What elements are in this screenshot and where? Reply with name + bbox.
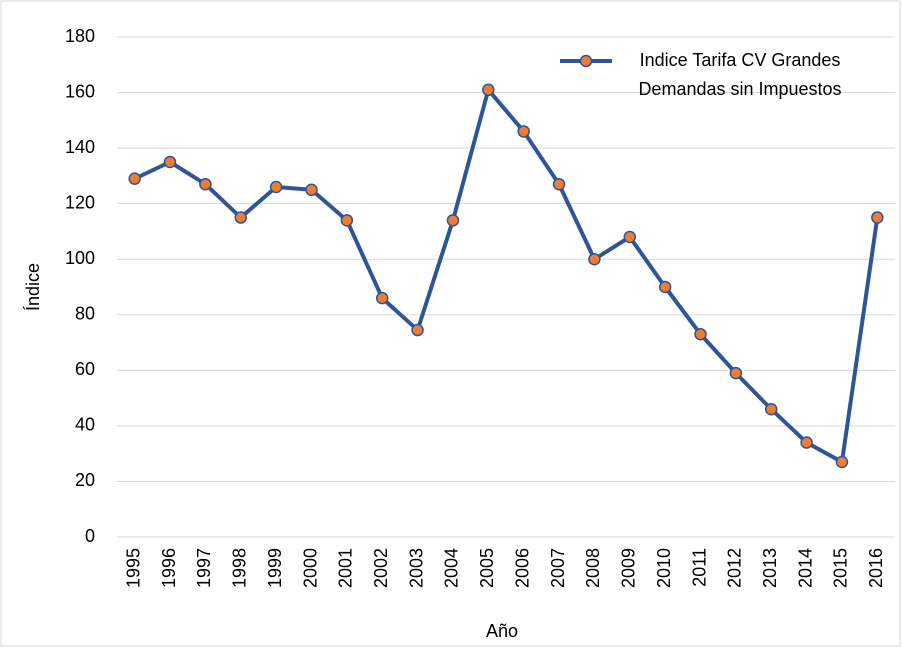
y-tick-label: 100 <box>65 248 95 268</box>
data-point <box>375 291 389 305</box>
x-tick-label: 2014 <box>795 548 815 588</box>
data-point <box>199 177 212 191</box>
y-tick-label: 140 <box>65 137 95 157</box>
x-axis-title: Año <box>486 621 518 641</box>
data-point <box>482 83 495 97</box>
x-tick-label: 1999 <box>265 548 285 588</box>
series-line <box>133 87 880 464</box>
data-point <box>729 366 743 380</box>
data-point <box>234 211 248 224</box>
x-tick-label: 2008 <box>583 548 603 588</box>
y-tick-label: 120 <box>65 192 95 212</box>
y-tick-label: 60 <box>75 359 95 379</box>
data-point <box>623 230 637 244</box>
data-point <box>305 183 318 197</box>
y-tick-label: 20 <box>75 470 95 490</box>
x-tick-label: 2010 <box>654 548 674 588</box>
data-point <box>163 155 177 169</box>
x-tick-label: 1995 <box>123 548 143 588</box>
x-tick-label: 2004 <box>442 548 462 588</box>
x-tick-label: 1996 <box>159 548 179 588</box>
data-point <box>871 211 884 224</box>
y-tick-label: 80 <box>75 304 95 324</box>
x-tick-label: 1997 <box>194 548 214 588</box>
x-tick-label: 2016 <box>866 548 886 588</box>
x-tick-label: 2015 <box>831 548 851 588</box>
x-tick-label: 2000 <box>300 548 320 588</box>
x-tick-label: 2003 <box>406 548 426 588</box>
data-point <box>411 323 424 337</box>
y-axis-title: Índice <box>23 263 43 311</box>
data-point <box>588 252 601 266</box>
y-tick-label: 160 <box>65 81 95 101</box>
data-point <box>694 327 707 341</box>
x-tick-label: 2001 <box>336 548 356 588</box>
data-point <box>446 214 460 227</box>
data-point <box>658 280 672 294</box>
x-tick-label: 2012 <box>725 548 745 588</box>
x-tick-label: 2007 <box>548 548 568 588</box>
data-point <box>764 402 778 416</box>
data-point <box>340 214 354 227</box>
legend-label: Indice Tarifa CV Grandes Demandas sin Im… <box>638 50 842 99</box>
x-tick-label: 1998 <box>230 548 250 588</box>
data-point <box>269 180 283 194</box>
data-point <box>552 177 566 191</box>
x-tick-label: 2011 <box>689 548 709 587</box>
x-tick-label: 2005 <box>477 548 497 588</box>
x-tick-label: 2013 <box>760 548 780 588</box>
data-point <box>835 455 849 469</box>
data-point <box>517 125 530 138</box>
data-point <box>800 436 813 449</box>
x-tick-label: 2006 <box>512 548 532 588</box>
data-point <box>128 172 141 185</box>
legend-marker <box>579 54 593 68</box>
x-tick-label: 2002 <box>371 548 391 588</box>
y-tick-label: 0 <box>85 526 95 546</box>
x-tick-label: 2009 <box>619 548 639 588</box>
y-tick-label: 180 <box>65 26 95 46</box>
y-tick-label: 40 <box>75 415 95 435</box>
